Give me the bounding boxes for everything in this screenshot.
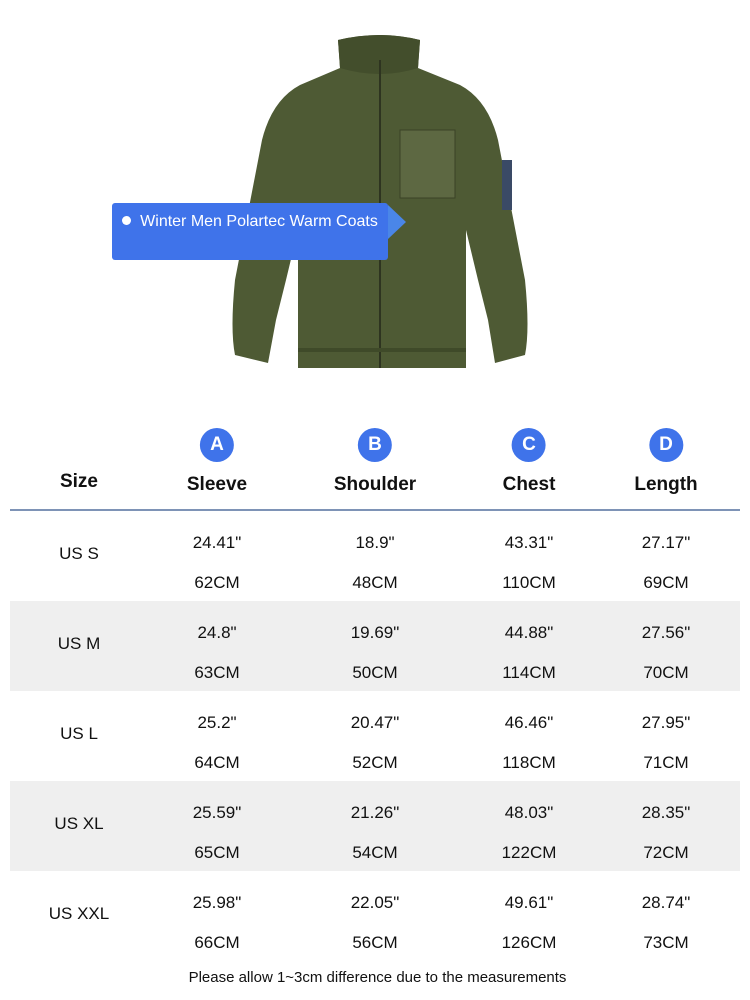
table-header: Size A Sleeve B Shoulder C Chest D Length xyxy=(0,425,750,505)
inch-cell: 20.47" xyxy=(350,713,400,732)
cm-cell: 70CM xyxy=(643,663,689,682)
cm-cell: 52CM xyxy=(352,753,398,772)
cm-cell: 110CM xyxy=(502,573,556,592)
cm-cell: 54CM xyxy=(352,843,398,862)
inch-cell: 49.61" xyxy=(504,893,554,912)
inch-cell: 46.46" xyxy=(504,713,554,732)
inch-cell: 28.74" xyxy=(641,893,691,912)
inch-cell: 27.56" xyxy=(641,623,691,642)
size-header: Size xyxy=(59,471,99,492)
inch-cell: 24.8" xyxy=(197,623,237,642)
header-sleeve: Sleeve xyxy=(186,474,248,495)
size-cell: US L xyxy=(60,724,98,743)
cm-cell: 62CM xyxy=(194,573,240,592)
table-row: US L 25.2" 64CM 20.47" 52CM 46.46" 118CM 27.95"… xyxy=(10,691,740,781)
cm-cell: 126CM xyxy=(501,933,557,952)
inch-cell: 22.05" xyxy=(350,893,400,912)
inch-cell: 19.69" xyxy=(350,623,400,642)
inch-cell: 18.9" xyxy=(355,533,395,552)
size-cell: US XL xyxy=(54,814,104,833)
jacket-image xyxy=(232,35,528,368)
header-length: Length xyxy=(634,474,698,495)
cm-cell: 65CM xyxy=(194,843,240,862)
size-cell: US M xyxy=(57,634,101,653)
cm-cell: 69CM xyxy=(643,573,689,592)
size-cell: US XXL xyxy=(48,904,110,923)
inch-cell: 28.35" xyxy=(641,803,691,822)
table-row: US XL 25.59" 65CM 21.26" 54CM 48.03" 122CM 28.3… xyxy=(10,781,740,871)
cm-cell: 63CM xyxy=(194,663,240,682)
cm-cell: 56CM xyxy=(352,933,398,952)
cm-cell: 73CM xyxy=(643,933,689,952)
table-row: US S 24.41" 62CM 18.9" 48CM 43.31" 110CM 27.17"… xyxy=(10,511,740,601)
inch-cell: 25.98" xyxy=(192,893,242,912)
cm-cell: 48CM xyxy=(352,573,398,592)
cm-cell: 72CM xyxy=(643,843,689,862)
badge-c: C xyxy=(511,428,546,462)
cm-cell: 71CM xyxy=(643,753,689,772)
cm-cell: 122CM xyxy=(501,843,557,862)
inch-cell: 25.2" xyxy=(197,713,237,732)
footnote: Please allow 1~3cm difference due to the… xyxy=(188,969,567,986)
cm-cell: 64CM xyxy=(194,753,240,772)
inch-cell: 27.17" xyxy=(641,533,691,552)
cm-cell: 66CM xyxy=(194,933,240,952)
callout-arrow xyxy=(388,205,406,239)
badge-d: D xyxy=(648,428,683,462)
cm-cell: 50CM xyxy=(352,663,398,682)
header-shoulder: Shoulder xyxy=(333,474,417,495)
badge-a: A xyxy=(199,428,234,462)
badge-b: B xyxy=(358,428,392,462)
inch-cell: 27.95" xyxy=(641,713,691,732)
cm-cell: 114CM xyxy=(502,663,556,682)
product-callout: Winter Men Polartec Warm Coats xyxy=(112,203,406,260)
inch-cell: 43.31" xyxy=(504,533,554,552)
inch-cell: 24.41" xyxy=(192,533,242,552)
callout-text: Winter Men Polartec Warm Coats xyxy=(140,213,378,230)
size-cell: US S xyxy=(59,544,99,563)
inch-cell: 25.59" xyxy=(192,803,242,822)
dot-icon xyxy=(122,216,132,225)
table-row: US XXL 25.98" 66CM 22.05" 56CM 49.61" 126CM 28.… xyxy=(10,871,740,961)
inch-cell: 48.03" xyxy=(504,803,554,822)
inch-cell: 44.88" xyxy=(504,623,554,642)
cm-cell: 118CM xyxy=(502,753,556,772)
header-divider xyxy=(10,509,740,511)
inch-cell: 21.26" xyxy=(350,803,400,822)
header-chest: Chest xyxy=(502,474,556,495)
table-row: US M 24.8" 63CM 19.69" 50CM 44.88" 114CM 27.56"… xyxy=(10,601,740,691)
